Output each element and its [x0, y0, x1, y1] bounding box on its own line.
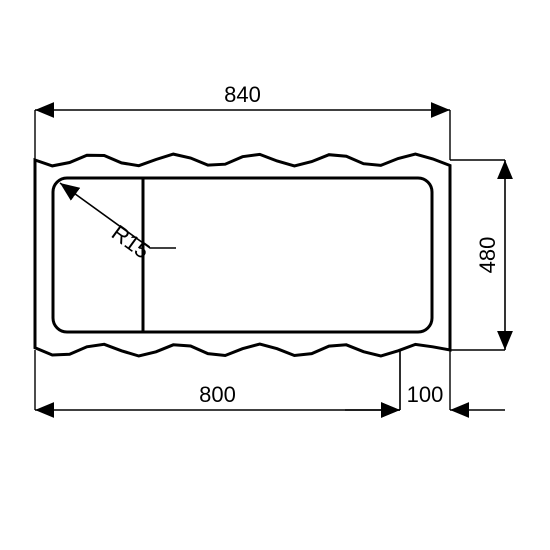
panel-outline	[35, 154, 450, 356]
dim-bottom-width: 800	[35, 350, 400, 410]
radius-label: R15	[107, 220, 154, 264]
inner-rect	[53, 178, 432, 332]
dim-label-bottom-width: 800	[199, 382, 236, 407]
dim-label-top-width: 840	[224, 82, 261, 107]
dim-bottom-gap: 100	[345, 350, 505, 410]
dim-top-width: 840	[35, 82, 450, 160]
technical-drawing: R15 840 800 100 480	[0, 0, 550, 550]
dim-right-height: 480	[450, 160, 505, 350]
dim-label-bottom-gap: 100	[407, 382, 444, 407]
dim-label-right-height: 480	[475, 237, 500, 274]
